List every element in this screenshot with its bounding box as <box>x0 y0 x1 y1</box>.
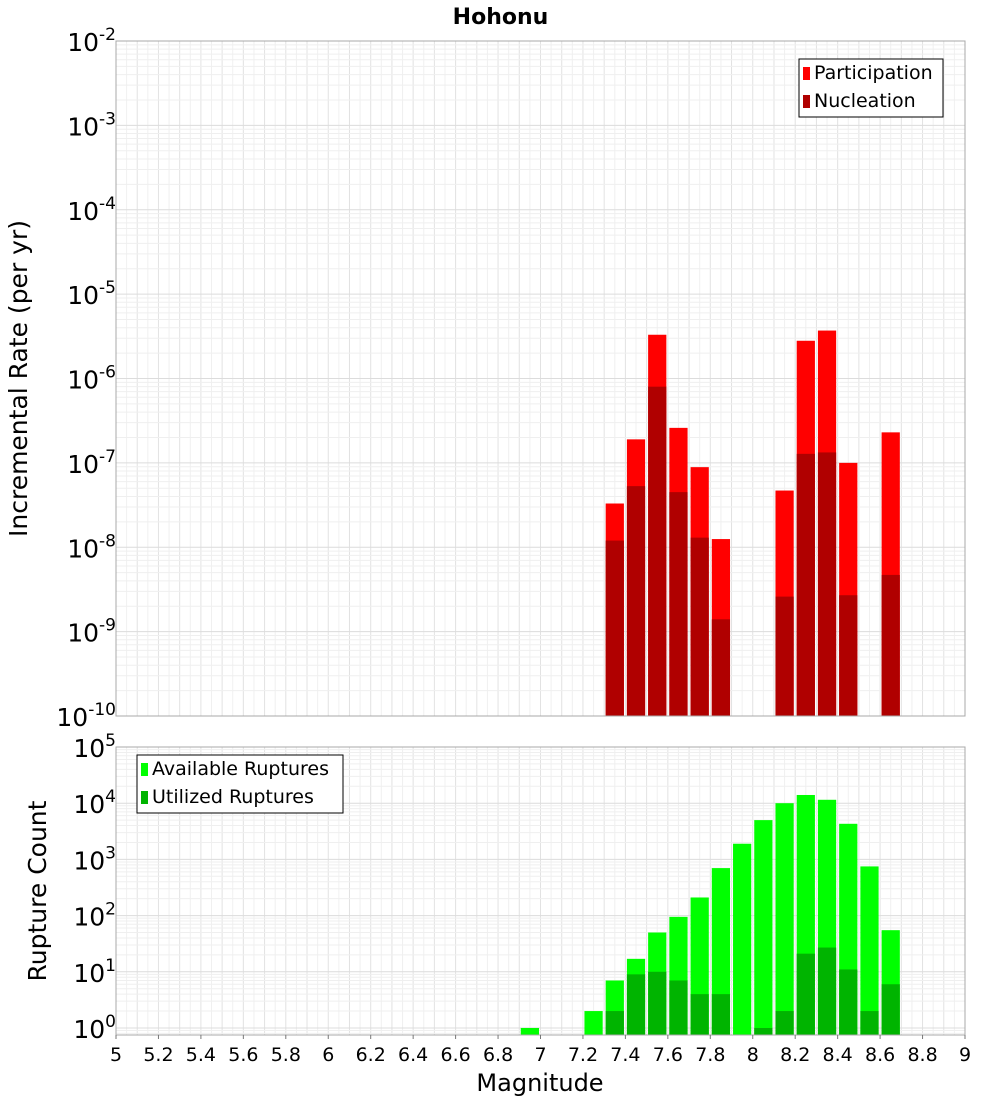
y-tick-label: 10-10 <box>56 700 116 732</box>
legend-box-1 <box>136 754 344 814</box>
bar-utilized-ruptures <box>754 1027 773 1035</box>
chart-title: Hohonu <box>453 5 549 30</box>
bar-utilized-ruptures <box>669 980 688 1035</box>
bar-utilized-ruptures <box>881 984 900 1035</box>
bar-utilized-ruptures <box>796 953 815 1035</box>
y-tick-label: 100 <box>73 1012 116 1044</box>
bar-utilized-ruptures <box>860 1011 879 1035</box>
bar-nucleation <box>690 537 709 716</box>
x-tick-label: 7.2 <box>568 1044 598 1066</box>
bar-available-ruptures <box>775 803 794 1035</box>
x-tick-label: 5.8 <box>271 1044 301 1066</box>
bar-nucleation <box>775 596 794 716</box>
x-tick-label: 6 <box>322 1044 334 1066</box>
y-tick-label: 105 <box>73 731 116 763</box>
x-tick-label: 8.8 <box>907 1044 937 1066</box>
x-tick-label: 8.6 <box>865 1044 895 1066</box>
legend-label: Available Ruptures <box>152 758 329 780</box>
y-axis-title: Incremental Rate (per yr) <box>4 220 33 537</box>
bar-nucleation <box>711 619 731 716</box>
legend-label: Utilized Ruptures <box>152 786 314 808</box>
y-tick-label: 10-3 <box>67 109 116 141</box>
bar-nucleation <box>817 452 837 716</box>
x-tick-label: 7.6 <box>653 1044 683 1066</box>
x-tick-label: 6.2 <box>356 1044 386 1066</box>
plot-border-0 <box>115 40 966 717</box>
y-tick-label: 10-9 <box>67 616 116 648</box>
bar-nucleation <box>669 492 688 716</box>
bar-utilized-ruptures <box>690 994 709 1035</box>
x-axis-title: Magnitude <box>476 1069 603 1097</box>
bar-available-ruptures <box>711 868 731 1035</box>
y-tick-label: 102 <box>73 900 116 932</box>
x-tick-label: 9 <box>959 1044 971 1066</box>
bar-nucleation <box>605 540 624 716</box>
x-tick-label: 5.4 <box>186 1044 216 1066</box>
bar-utilized-ruptures <box>839 969 858 1035</box>
x-tick-label: 8.2 <box>780 1044 810 1066</box>
legend-swatch <box>803 67 810 80</box>
bar-nucleation <box>839 595 858 716</box>
y-tick-label: 103 <box>73 843 116 875</box>
x-tick-label: 6.6 <box>440 1044 470 1066</box>
y-tick-label: 101 <box>73 956 116 988</box>
x-tick-label: 8.4 <box>823 1044 853 1066</box>
y-tick-label: 104 <box>73 787 116 819</box>
bar-nucleation <box>796 453 815 716</box>
bar-available-ruptures <box>584 1011 603 1035</box>
bar-available-ruptures <box>860 866 879 1035</box>
x-tick-label: 7.4 <box>610 1044 640 1066</box>
x-tick-label: 5 <box>110 1044 122 1066</box>
x-tick-label: 8 <box>747 1044 759 1066</box>
bar-nucleation <box>881 574 900 716</box>
x-tick-label: 5.2 <box>143 1044 173 1066</box>
legend-box-0 <box>798 58 944 118</box>
bar-utilized-ruptures <box>648 971 667 1035</box>
y-axis-title: Rupture Count <box>23 800 52 981</box>
x-tick-label: 7 <box>534 1044 546 1066</box>
bar-available-ruptures <box>520 1027 539 1035</box>
x-tick-label: 5.6 <box>228 1044 258 1066</box>
y-tick-label: 10-4 <box>67 194 116 226</box>
bar-nucleation <box>648 386 667 716</box>
bar-utilized-ruptures <box>605 1011 624 1035</box>
legend-swatch <box>803 95 810 108</box>
legend-label: Nucleation <box>814 90 916 112</box>
y-tick-label: 10-5 <box>67 278 116 310</box>
legend-swatch <box>141 791 148 804</box>
y-tick-label: 10-2 <box>67 25 116 57</box>
bar-utilized-ruptures <box>775 1011 794 1035</box>
y-tick-label: 10-8 <box>67 531 116 563</box>
legend-swatch <box>141 763 148 776</box>
x-tick-label: 6.4 <box>398 1044 428 1066</box>
x-tick-label: 6.8 <box>483 1044 513 1066</box>
bar-utilized-ruptures <box>711 994 731 1035</box>
bar-utilized-ruptures <box>817 947 837 1035</box>
bar-available-ruptures <box>754 820 773 1035</box>
y-tick-label: 10-7 <box>67 447 116 479</box>
bar-utilized-ruptures <box>626 974 646 1035</box>
x-tick-label: 7.8 <box>695 1044 725 1066</box>
y-tick-label: 10-6 <box>67 363 116 395</box>
bar-nucleation <box>626 486 646 716</box>
legend-label: Participation <box>814 62 933 84</box>
bar-available-ruptures <box>733 843 752 1035</box>
